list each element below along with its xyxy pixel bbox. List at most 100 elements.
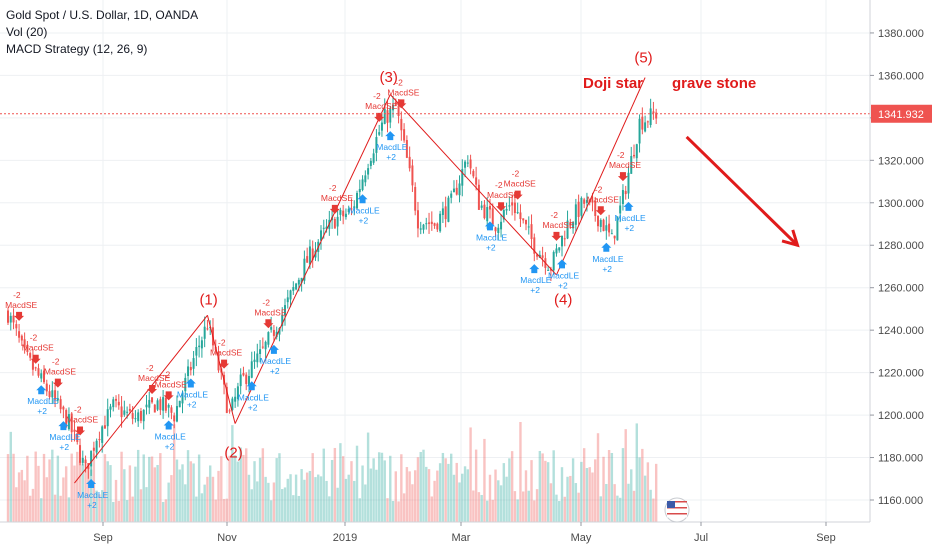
volume-bar — [386, 498, 389, 522]
candle-body — [356, 192, 359, 209]
volume-bar — [444, 458, 447, 522]
volume-bar — [400, 454, 403, 522]
volume-bar — [40, 498, 43, 522]
volume-bar — [358, 498, 361, 522]
volume-bar — [447, 463, 450, 522]
volume-bar — [156, 464, 159, 522]
volume-bar — [250, 489, 253, 522]
volume-bar — [164, 499, 168, 522]
candle-body — [18, 331, 21, 338]
candle-body — [245, 374, 248, 384]
volume-bar — [203, 484, 206, 522]
candle-body — [106, 409, 109, 427]
candle-body — [236, 386, 239, 400]
volume-bar — [527, 490, 530, 522]
candle-body — [602, 219, 605, 232]
candle-body — [67, 414, 70, 430]
volume-bar — [441, 452, 445, 522]
volume-bar — [211, 476, 215, 522]
candle-body — [488, 205, 491, 210]
short-signal-size: -2 — [329, 183, 337, 193]
candle-body — [613, 235, 616, 239]
volume-bar — [610, 452, 614, 522]
candle-body — [76, 433, 79, 442]
volume-bar — [607, 450, 611, 522]
volume-bar — [549, 483, 553, 522]
candle-body — [51, 390, 54, 398]
candle-body — [95, 440, 98, 453]
volume-bar — [173, 424, 176, 522]
candle-body — [184, 377, 187, 392]
volume-bar — [31, 488, 35, 522]
short-signal-size: -2 — [617, 150, 625, 160]
candle-body — [308, 246, 311, 265]
y-tick-label: 1220.000 — [878, 368, 924, 380]
wave-2-label: (2) — [224, 445, 242, 462]
volume-bar — [649, 489, 652, 522]
candle-body — [361, 179, 364, 190]
long-signal-arrow — [163, 420, 174, 430]
candle-body — [31, 358, 34, 370]
long-signal-arrow — [484, 221, 495, 231]
volume-bar — [15, 487, 18, 522]
volume-bar — [624, 429, 627, 522]
flag-stripe — [667, 507, 687, 509]
candle-body — [527, 226, 530, 228]
long-signal-size: +2 — [486, 242, 496, 252]
wave-segment — [206, 315, 236, 424]
volume-bar — [643, 475, 647, 522]
candle-body — [403, 129, 406, 141]
short-signal-arrow — [595, 206, 606, 216]
candle-body — [148, 399, 151, 408]
volume-bar — [585, 468, 589, 522]
candle-body — [54, 390, 57, 400]
long-signal-arrow — [58, 421, 69, 431]
volume-bar — [336, 487, 339, 522]
candle-body — [616, 216, 619, 241]
candle-body — [533, 237, 536, 254]
candle-body — [217, 352, 220, 371]
short-signal-arrow — [329, 204, 340, 214]
candle-body — [447, 197, 450, 222]
candle-body — [192, 358, 195, 369]
volume-bar — [516, 499, 519, 522]
candle-body — [231, 398, 234, 411]
candle-body — [45, 383, 48, 392]
volume-bar — [530, 460, 533, 522]
candle-body — [228, 410, 231, 412]
volume-bar — [225, 498, 229, 522]
short-signal-label: MacdSE — [66, 415, 98, 425]
candle-body — [187, 366, 190, 377]
volume-bar — [267, 482, 270, 522]
volume-bar — [510, 451, 514, 522]
candle-body — [428, 222, 431, 224]
x-tick-label: Nov — [217, 532, 237, 544]
candle-body — [200, 340, 203, 349]
candle-body — [175, 406, 178, 422]
candle-body — [23, 339, 26, 348]
long-signal-label: MacdLE — [614, 213, 646, 223]
volume-bar — [269, 500, 273, 522]
volume-bar — [112, 501, 115, 522]
volume-bar — [436, 470, 439, 522]
volume-bar — [339, 443, 342, 522]
volume-bar — [632, 490, 636, 522]
volume-bar — [28, 495, 32, 522]
volume-bar — [616, 495, 619, 522]
short-signal-size: -2 — [395, 77, 403, 87]
volume-bar — [247, 474, 251, 522]
volume-bar — [502, 463, 506, 522]
volume-bar — [483, 438, 486, 522]
volume-bar — [350, 461, 353, 522]
volume-bar — [563, 496, 566, 522]
candle-body — [164, 397, 167, 411]
candle-body — [339, 209, 342, 215]
candle-body — [439, 213, 442, 232]
volume-bar — [419, 451, 422, 522]
volume-bar — [450, 453, 453, 522]
volume-bar — [59, 495, 62, 522]
volume-bar — [508, 458, 511, 522]
